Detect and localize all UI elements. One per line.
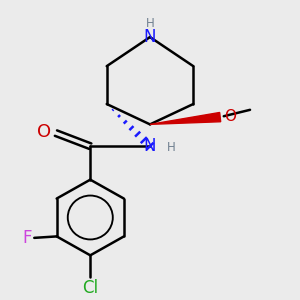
Text: O: O bbox=[37, 123, 52, 141]
Text: N: N bbox=[144, 28, 156, 46]
Text: Cl: Cl bbox=[82, 279, 98, 297]
Text: H: H bbox=[146, 17, 154, 30]
Text: H: H bbox=[167, 141, 175, 154]
Text: N: N bbox=[144, 137, 156, 155]
Text: O: O bbox=[224, 109, 236, 124]
Polygon shape bbox=[150, 112, 221, 124]
Text: F: F bbox=[22, 229, 32, 247]
